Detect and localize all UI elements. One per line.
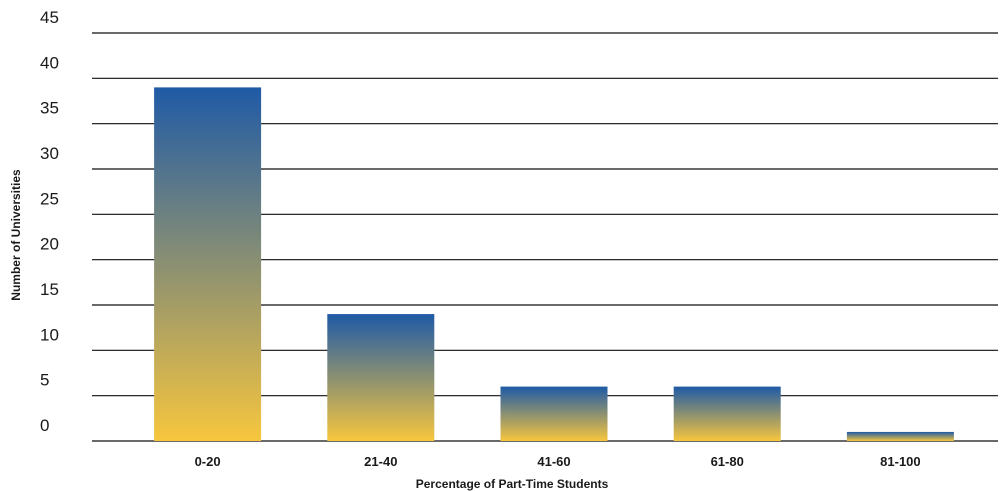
bar-41-60 (500, 386, 608, 441)
x-tick-label: 21-40 (364, 454, 397, 469)
y-tick-label: 35 (40, 99, 59, 118)
x-tick-label: 0-20 (195, 454, 221, 469)
y-tick-label: 10 (40, 325, 59, 344)
y-tick-label: 30 (40, 144, 59, 163)
y-tick-label: 45 (40, 8, 59, 27)
x-axis-ticks: 0-20 21-40 41-60 61-80 81-100 (195, 454, 921, 469)
bar-61-80 (673, 386, 781, 441)
y-axis-title: Number of Universities (9, 169, 23, 301)
x-tick-label: 41-60 (537, 454, 570, 469)
y-tick-label: 0 (40, 416, 49, 435)
x-tick-label: 81-100 (880, 454, 920, 469)
bar-21-40 (327, 314, 435, 441)
bar-0-20 (154, 87, 262, 442)
y-tick-label: 40 (40, 53, 59, 72)
y-tick-label: 5 (40, 371, 49, 390)
x-tick-label: 61-80 (711, 454, 744, 469)
x-axis-title: Percentage of Part-Time Students (416, 477, 609, 491)
y-tick-label: 15 (40, 280, 59, 299)
bar-81-100 (846, 431, 954, 441)
bars (154, 87, 954, 442)
y-tick-label: 20 (40, 235, 59, 254)
y-tick-label: 25 (40, 189, 59, 208)
y-axis-ticks: 0 5 10 15 20 25 30 35 40 45 (40, 8, 59, 435)
